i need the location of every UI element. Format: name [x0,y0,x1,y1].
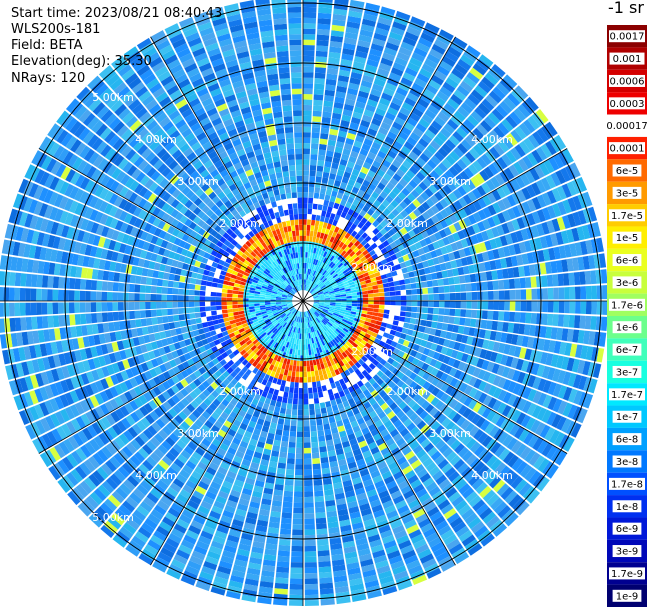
colorbar-label-bg [609,97,645,110]
colorbar-tick-label: 1.7e-8 [611,479,643,490]
range-ring-label: 4.00km [471,133,513,146]
azimuth-spoke [38,148,304,302]
range-ring-label: 4.00km [471,469,513,482]
colorbar-tick-label: 6e-9 [616,524,639,535]
azimuth-spoke [302,300,568,454]
colorbar-label-bg [612,321,642,334]
colorbar-label-bg [612,589,642,602]
colorbar-label-bg [612,365,642,378]
colorbar-label-bg [609,298,645,311]
colorbar-tick-label: 6e-7 [616,345,639,356]
colorbar-label-bg [609,74,645,87]
azimuth-spoke [302,148,568,302]
range-ring-label: 5.00km [92,511,134,524]
colorbar-tick-label: 3e-7 [616,367,639,378]
colorbar-label-bg [609,142,645,155]
colorbar-tick-label: 1e-9 [616,591,639,602]
colorbar-tick-label: 3e-6 [616,278,639,289]
azimuth-spoke [302,300,456,566]
range-ring [184,182,422,420]
colorbar-label-bg [609,388,645,401]
range-ring-label: 3.00km [429,427,471,440]
range-ring-label: 4.00km [135,469,177,482]
colorbar-tick-label: 6e-8 [616,435,639,446]
colorbar-tick-label: 3e-5 [616,188,639,199]
colorbar-label-bg [612,164,642,177]
azimuth-spoke [302,36,456,302]
range-ring-label: 3.00km [177,427,219,440]
elevation-label: Elevation(deg): 35.30 [11,54,152,69]
colorbar-title: -1 sr [608,0,644,17]
colorbar-label-bg [609,477,645,490]
range-ring [64,62,542,540]
colorbar-label-bg [609,119,645,132]
colorbar-tick-label: 1e-7 [616,412,639,423]
colorbar-tick-label: 3e-8 [616,457,639,468]
range-ring-label: 5.00km [92,91,134,104]
range-ring [124,122,482,480]
colorbar-tick-label: 0.0001 [610,144,645,155]
range-ring [4,2,602,600]
colorbar-tick-label: 0.0006 [610,76,645,87]
colorbar-label-bg [609,209,645,222]
colorbar-tick-label: 0.0003 [610,99,645,110]
colorbar-label-bg [609,30,645,43]
colorbar-label-bg [612,343,642,356]
range-ring-label: 2.00km [386,385,428,398]
range-ring-label: 2.00km [351,261,393,274]
colorbar-tick-label: 0.00017 [607,121,647,132]
colorbar-tick-label: 1.7e-6 [611,300,643,311]
colorbar-label-bg [612,254,642,267]
range-ring-label: 2.00km [351,345,393,358]
colorbar-tick-label: 6e-6 [616,256,639,267]
colorbar-tick-label: 1.7e-7 [611,390,643,401]
colorbar-label-bg [609,52,645,65]
colorbar-tick-label: 1e-6 [616,323,639,334]
colorbar-label-bg [612,186,642,199]
nrays-label: NRays: 120 [11,71,86,86]
colorbar-label-bg [612,231,642,244]
colorbar-tick-label: 6e-5 [616,166,639,177]
colorbar-tick-label: 1e-8 [616,502,639,513]
colorbar-label-bg [612,455,642,468]
colorbar-tick-label: 1.7e-5 [611,211,643,222]
colorbar-label-bg [612,433,642,446]
start-time-label: Start time: 2023/08/21 08:40:43 [11,6,223,21]
colorbar-label-bg [612,545,642,558]
range-ring-label: 2.00km [219,385,261,398]
colorbar-label-bg [612,522,642,535]
range-ring-label: 2.00km [386,217,428,230]
range-ring-label: 3.00km [429,175,471,188]
azimuth-spoke [38,300,304,454]
colorbar-tick-label: 1.7e-9 [611,569,643,580]
colorbar-tick-label: 0.001 [613,54,642,65]
colorbar-tick-label: 1e-5 [616,233,639,244]
colorbar-tick-label: 0.0017 [610,32,645,43]
colorbar-label-bg [612,276,642,289]
range-ring-label: 2.00km [219,217,261,230]
range-ring [244,242,362,360]
azimuth-spoke [150,36,304,302]
azimuth-spoke [150,300,304,566]
colorbar-tick-label: 3e-9 [616,547,639,558]
range-ring-label: 3.00km [177,175,219,188]
range-ring-label: 4.00km [135,133,177,146]
colorbar: 0.0017 0.001 0.0006 0.0003 0.00017 0.0001 6e-5… [607,25,647,607]
field-label: Field: BETA [11,38,83,53]
colorbar-label-bg [612,500,642,513]
colorbar-label-bg [609,567,645,580]
instrument-label: WLS200s-181 [11,22,101,37]
colorbar-label-bg [612,410,642,423]
